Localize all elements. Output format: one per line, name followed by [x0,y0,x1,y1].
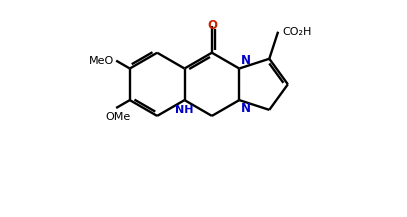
Text: NH: NH [175,105,194,115]
Text: N: N [241,54,251,67]
Text: OMe: OMe [105,112,131,122]
Text: CO₂H: CO₂H [282,27,311,37]
Text: O: O [207,19,217,32]
Text: N: N [241,102,251,115]
Text: MeO: MeO [89,56,114,66]
